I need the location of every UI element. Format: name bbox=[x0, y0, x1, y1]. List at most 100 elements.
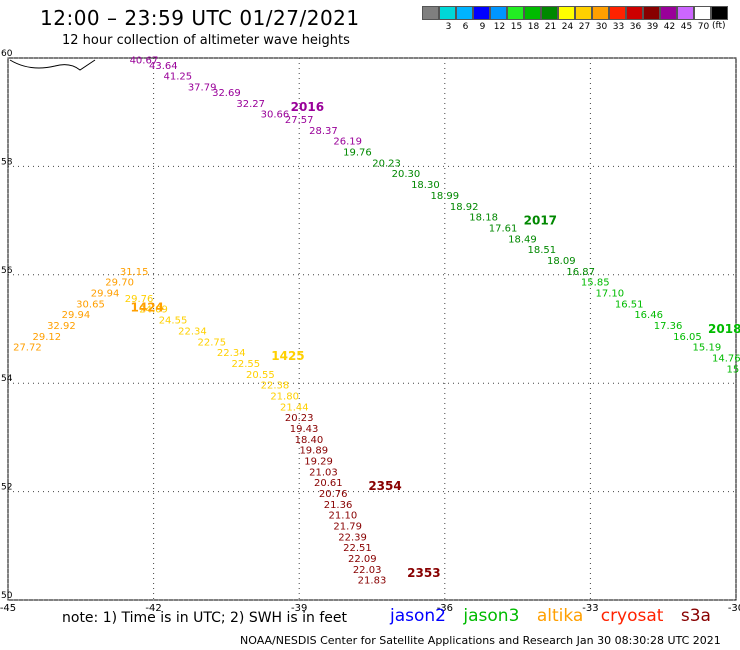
colorbar-swatch: 30 bbox=[592, 6, 609, 32]
legend-cryosat: cryosat bbox=[600, 606, 664, 626]
colorbar-label: 18 bbox=[527, 22, 540, 32]
wave-height-label: 29.94 bbox=[91, 288, 120, 299]
wave-height-label: 21.79 bbox=[333, 522, 362, 533]
wave-height-label: 20.23 bbox=[372, 158, 401, 169]
colorbar-swatch: 36 bbox=[626, 6, 643, 32]
wave-height-label: 30.65 bbox=[76, 299, 105, 310]
lat-tick-label: 60 bbox=[1, 49, 13, 59]
wave-height-label: 19.89 bbox=[299, 446, 328, 457]
colorbar-label: 27 bbox=[578, 22, 591, 32]
pass-time-label: 2018 bbox=[708, 322, 740, 336]
wave-height-label: 24.09 bbox=[139, 305, 168, 316]
lat-tick-label: 52 bbox=[1, 483, 12, 493]
legend-jason3: jason3 bbox=[463, 606, 520, 626]
wave-height-label: 27.72 bbox=[13, 343, 42, 354]
colorbar-label: 15 bbox=[510, 22, 523, 32]
wave-height-label: 29.76 bbox=[125, 294, 154, 305]
coastline bbox=[9, 59, 96, 71]
wave-height-label: 30.66 bbox=[261, 110, 290, 121]
wave-height-label: 37.79 bbox=[188, 83, 217, 94]
wave-height-label: 16.05 bbox=[673, 332, 702, 343]
legend-altika: altika bbox=[536, 606, 584, 626]
lon-tick-label: -33 bbox=[582, 603, 598, 614]
wave-height-label: 18.09 bbox=[547, 256, 576, 267]
colorbar-swatch: 15 bbox=[507, 6, 524, 32]
wave-height-label: 22.55 bbox=[231, 359, 260, 370]
wave-height-label: 31.15 bbox=[120, 267, 149, 278]
pass-time-label: 2354 bbox=[368, 479, 401, 493]
colorbar-swatch: 6 bbox=[456, 6, 473, 32]
wave-height-label: 29.70 bbox=[105, 278, 134, 289]
lat-tick-label: 50 bbox=[1, 591, 13, 601]
legend-jason2: jason2 bbox=[390, 606, 446, 626]
wave-height-label: 18.92 bbox=[450, 202, 479, 213]
colorbar-swatch: 33 bbox=[609, 6, 626, 32]
colorbar-label: 3 bbox=[445, 22, 452, 32]
wave-height-label: 17.10 bbox=[595, 288, 624, 299]
credit-line: NOAA/NESDIS Center for Satellite Applica… bbox=[240, 634, 721, 647]
wave-height-label: 21.44 bbox=[280, 402, 309, 413]
wave-height-label: 18.99 bbox=[430, 191, 459, 202]
colorbar-swatch: 24 bbox=[558, 6, 575, 32]
colorbar-label: 21 bbox=[544, 22, 557, 32]
wave-height-label: 20.76 bbox=[319, 489, 348, 500]
colorbar-swatch: 12 bbox=[490, 6, 507, 32]
wave-height-label: 22.39 bbox=[338, 532, 367, 543]
wave-height-label: 15.85 bbox=[727, 364, 740, 375]
pass-time-label: 2016 bbox=[291, 100, 324, 114]
wave-height-label: 15.85 bbox=[581, 278, 610, 289]
lon-tick-label: -30 bbox=[728, 603, 740, 614]
colorbar-swatch: 39 bbox=[643, 6, 660, 32]
colorbar-label: 45 bbox=[680, 22, 693, 32]
wave-height-label: 19.29 bbox=[304, 457, 333, 468]
wave-height-label: 18.18 bbox=[469, 213, 498, 224]
wave-height-label: 29.12 bbox=[33, 332, 62, 343]
wave-height-label: 22.34 bbox=[178, 326, 207, 337]
wave-height-label: 40.67 bbox=[130, 55, 159, 66]
colorbar-swatch: 70 bbox=[694, 6, 711, 32]
mission-legend: jason2 jason3 altika cryosat s3a bbox=[390, 606, 723, 626]
colorbar-label: 33 bbox=[612, 22, 625, 32]
wave-height-label: 18.49 bbox=[508, 234, 537, 245]
wave-height-label: 21.10 bbox=[329, 511, 358, 522]
colorbar-swatch bbox=[422, 6, 439, 20]
wave-height-label: 24.55 bbox=[159, 316, 188, 327]
pass-time-label: 1424 bbox=[131, 300, 164, 314]
wave-height-label: 19.76 bbox=[343, 148, 372, 159]
colorbar-label: 9 bbox=[479, 22, 486, 32]
wave-height-label: 17.36 bbox=[654, 321, 683, 332]
wave-height-label: 18.40 bbox=[295, 435, 324, 446]
wave-height-label: 29.94 bbox=[62, 310, 91, 321]
colorbar-swatch bbox=[711, 6, 728, 20]
wave-height-label: 16.51 bbox=[615, 299, 644, 310]
page-subtitle: 12 hour collection of altimeter wave hei… bbox=[62, 33, 350, 48]
colorbar-swatch: 18 bbox=[524, 6, 541, 32]
lon-tick-label: -45 bbox=[0, 603, 16, 614]
wave-height-label: 14.76 bbox=[712, 354, 740, 365]
legend-s3a: s3a bbox=[680, 606, 711, 626]
wave-height-label: 22.51 bbox=[343, 543, 372, 554]
wave-height-label: 22.38 bbox=[261, 381, 290, 392]
colorbar-legend: 3 6 9 12 15 18 21 24 27 30 33 36 39 42 45 70 (ft) bbox=[422, 6, 728, 32]
wave-height-label: 32.27 bbox=[236, 99, 265, 110]
colorbar-unit: (ft) bbox=[712, 21, 726, 31]
wave-height-label: 32.92 bbox=[47, 321, 76, 332]
colorbar-label: 36 bbox=[629, 22, 642, 32]
lon-tick-label: -36 bbox=[437, 603, 453, 614]
colorbar-label: 39 bbox=[646, 22, 659, 32]
colorbar-label: 24 bbox=[561, 22, 574, 32]
wave-height-label: 21.83 bbox=[358, 576, 387, 587]
wave-height-label: 21.03 bbox=[309, 467, 338, 478]
colorbar-swatch: 9 bbox=[473, 6, 490, 32]
colorbar-label: 30 bbox=[595, 22, 608, 32]
wave-height-label: 21.80 bbox=[270, 391, 299, 402]
footer-note: note: 1) Time is in UTC; 2) SWH is in fe… bbox=[62, 610, 348, 626]
wave-height-label: 22.09 bbox=[348, 554, 377, 565]
wave-height-label: 15.19 bbox=[693, 343, 722, 354]
map-frame bbox=[7, 57, 737, 601]
wave-height-label: 21.36 bbox=[324, 500, 353, 511]
wave-height-label: 20.61 bbox=[314, 478, 343, 489]
wave-height-label: 41.25 bbox=[164, 72, 193, 83]
colorbar-swatch: 27 bbox=[575, 6, 592, 32]
page-title: 12:00 – 23:59 UTC 01/27/2021 bbox=[40, 6, 360, 30]
